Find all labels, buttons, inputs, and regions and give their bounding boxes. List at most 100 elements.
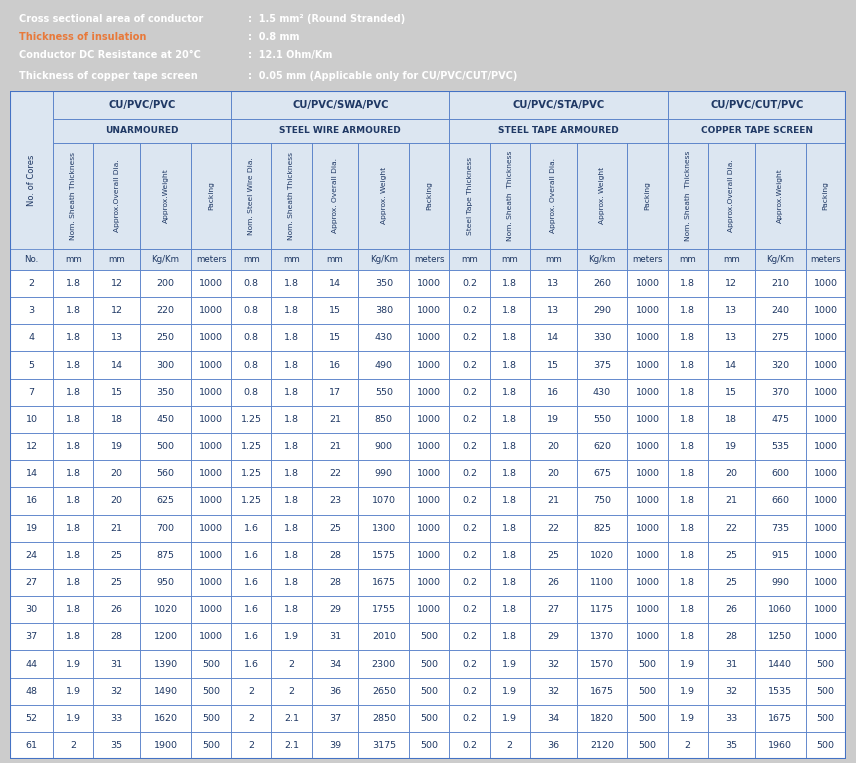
Text: 20: 20 xyxy=(547,442,559,451)
Bar xyxy=(93,596,140,623)
Text: mm: mm xyxy=(65,255,81,264)
Text: 1000: 1000 xyxy=(418,523,442,533)
Text: 1000: 1000 xyxy=(814,415,838,424)
Text: 500: 500 xyxy=(202,741,220,750)
Text: 380: 380 xyxy=(375,306,393,315)
Text: 4: 4 xyxy=(29,333,35,343)
Bar xyxy=(53,705,93,732)
Text: 1.8: 1.8 xyxy=(66,497,80,505)
Bar xyxy=(140,651,191,678)
Text: 1755: 1755 xyxy=(372,605,395,614)
Text: 1440: 1440 xyxy=(768,659,792,668)
Text: 32: 32 xyxy=(110,687,122,696)
Bar xyxy=(359,569,409,596)
Text: Approx. Overall Dia.: Approx. Overall Dia. xyxy=(550,158,556,233)
Bar xyxy=(271,297,312,324)
Bar xyxy=(805,352,846,378)
Text: 15: 15 xyxy=(110,388,122,397)
Text: 1000: 1000 xyxy=(635,361,660,369)
Text: 61: 61 xyxy=(26,741,38,750)
Bar xyxy=(140,705,191,732)
Bar xyxy=(490,623,530,651)
Bar xyxy=(490,324,530,352)
Text: 1.8: 1.8 xyxy=(681,605,695,614)
Text: 0.2: 0.2 xyxy=(462,605,477,614)
Bar xyxy=(271,324,312,352)
Bar xyxy=(53,324,93,352)
Bar xyxy=(490,514,530,542)
Bar xyxy=(490,542,530,569)
Bar xyxy=(10,569,53,596)
Text: 1000: 1000 xyxy=(635,578,660,587)
Text: 16: 16 xyxy=(26,497,38,505)
Text: 14: 14 xyxy=(329,279,341,288)
Bar xyxy=(231,143,271,249)
Bar xyxy=(231,623,271,651)
Bar xyxy=(93,488,140,514)
Bar xyxy=(231,705,271,732)
Text: 17: 17 xyxy=(329,388,341,397)
Bar xyxy=(668,249,708,270)
Text: 1000: 1000 xyxy=(418,551,442,560)
Bar xyxy=(577,270,627,297)
Text: 1020: 1020 xyxy=(153,605,177,614)
Bar xyxy=(10,249,53,270)
Bar xyxy=(271,378,312,406)
Text: 7: 7 xyxy=(29,388,35,397)
Text: 500: 500 xyxy=(639,741,657,750)
Text: 1000: 1000 xyxy=(635,442,660,451)
Text: 1570: 1570 xyxy=(590,659,614,668)
Text: 2: 2 xyxy=(248,687,254,696)
Bar xyxy=(53,143,93,249)
Text: 1.8: 1.8 xyxy=(66,442,80,451)
Bar xyxy=(140,460,191,488)
Text: 31: 31 xyxy=(110,659,122,668)
Bar xyxy=(359,433,409,460)
Text: 1675: 1675 xyxy=(768,714,792,723)
Bar xyxy=(805,705,846,732)
Text: 1000: 1000 xyxy=(418,415,442,424)
Text: 22: 22 xyxy=(725,523,737,533)
Bar xyxy=(627,651,668,678)
Bar xyxy=(668,324,708,352)
Bar xyxy=(140,324,191,352)
Text: meters: meters xyxy=(633,255,663,264)
Bar xyxy=(755,352,805,378)
Bar xyxy=(530,732,577,759)
Text: 1100: 1100 xyxy=(590,578,614,587)
Bar xyxy=(627,270,668,297)
Bar xyxy=(627,352,668,378)
Text: CU/PVC/SWA/PVC: CU/PVC/SWA/PVC xyxy=(292,100,389,110)
Text: Packing: Packing xyxy=(823,182,829,210)
Text: 1000: 1000 xyxy=(635,279,660,288)
Text: 1000: 1000 xyxy=(199,551,223,560)
Bar xyxy=(490,143,530,249)
Text: 1.8: 1.8 xyxy=(502,605,517,614)
Text: Approx.Overall Dia.: Approx.Overall Dia. xyxy=(728,159,734,232)
Text: 1.8: 1.8 xyxy=(681,388,695,397)
Text: 1.8: 1.8 xyxy=(502,633,517,642)
Bar xyxy=(668,270,708,297)
Text: 1.8: 1.8 xyxy=(681,279,695,288)
Text: 1000: 1000 xyxy=(635,469,660,478)
Bar xyxy=(805,596,846,623)
Bar xyxy=(805,569,846,596)
Bar xyxy=(708,732,755,759)
Bar xyxy=(231,732,271,759)
Bar xyxy=(490,297,530,324)
Text: Packing: Packing xyxy=(208,182,214,210)
Text: 1.8: 1.8 xyxy=(502,361,517,369)
Text: 535: 535 xyxy=(771,442,789,451)
Bar xyxy=(668,352,708,378)
Bar xyxy=(10,91,53,270)
Bar xyxy=(191,352,231,378)
Bar xyxy=(708,378,755,406)
Bar xyxy=(755,378,805,406)
Text: 1.8: 1.8 xyxy=(66,306,80,315)
Bar xyxy=(577,297,627,324)
Bar xyxy=(530,270,577,297)
Text: Nom. Sheath  Thickness: Nom. Sheath Thickness xyxy=(507,150,513,241)
Text: 33: 33 xyxy=(110,714,123,723)
Text: 1000: 1000 xyxy=(199,469,223,478)
Text: Kg/Km: Kg/Km xyxy=(152,255,180,264)
